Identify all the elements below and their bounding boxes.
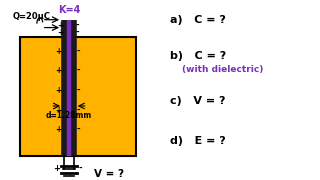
Text: +: + [55,125,61,134]
Text: +: + [55,106,61,115]
Text: +: + [54,164,60,173]
Text: V = ?: V = ? [93,169,124,179]
Text: -: - [77,125,81,134]
Text: K=4: K=4 [58,5,80,15]
Text: c)   V = ?: c) V = ? [170,96,225,105]
Text: -: - [77,47,81,56]
Text: -: - [76,21,80,30]
Text: -: - [77,86,81,95]
Text: Q=20μC: Q=20μC [12,12,50,21]
Text: (with dielectric): (with dielectric) [182,65,263,74]
Text: +: + [57,28,63,37]
Text: +: + [55,86,61,95]
Text: a)   C = ?: a) C = ? [170,15,226,25]
Text: d=1.28mm: d=1.28mm [46,111,92,120]
Bar [20,37,136,156]
Text: +: + [55,47,61,56]
Text: +: + [57,21,63,30]
Text: -: - [77,106,81,115]
Text: +: + [55,66,61,75]
Text: -: - [79,164,83,173]
Text: -: - [76,28,80,37]
Text: d)   E = ?: d) E = ? [170,136,226,146]
Bar [65,20,73,156]
Text: -: - [77,66,81,75]
Text: b)   C = ?: b) C = ? [170,51,226,61]
